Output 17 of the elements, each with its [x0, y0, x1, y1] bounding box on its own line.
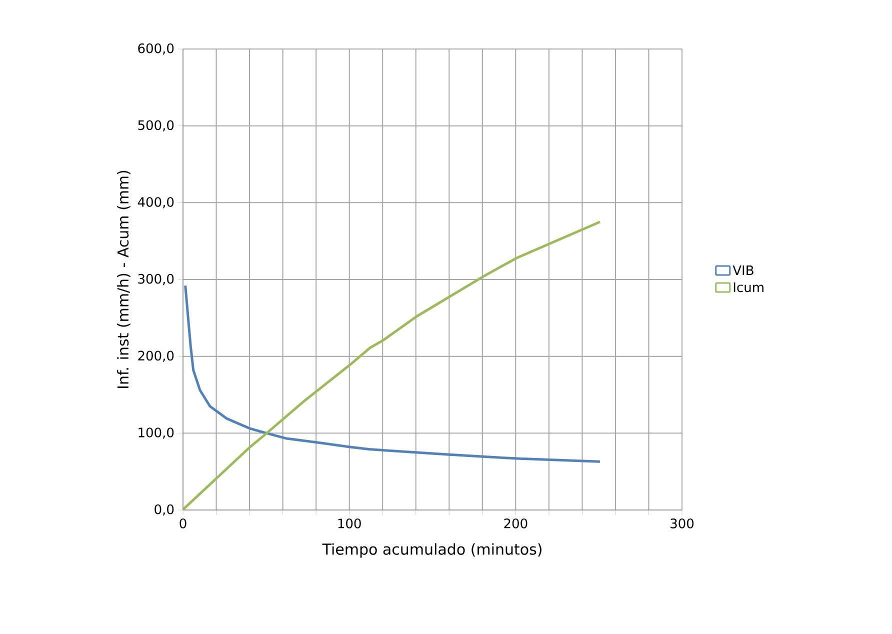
y-tick-label: 0,0 [154, 504, 174, 516]
line-series [184, 284, 602, 463]
y-tick-label: 500,0 [138, 120, 174, 132]
y-axis-title: Inf. inst (mm/h) - Acum (mm) [117, 170, 130, 388]
y-tick-label: 200,0 [138, 350, 174, 362]
y-tick-label: 400,0 [138, 197, 174, 208]
y-tick-label: 600,0 [138, 43, 174, 55]
x-tick-label: 300 [670, 518, 694, 528]
x-tick-label: 200 [504, 518, 528, 528]
legend-label: VIB [732, 266, 754, 275]
line-series [183, 220, 602, 510]
y-tick-label: 100,0 [138, 428, 174, 439]
legend-label: Icum [734, 282, 764, 292]
y-tick-label: 300,0 [138, 274, 174, 286]
x-tick-label: 0 [180, 518, 186, 528]
x-axis-title: Tiempo acumulado (minutos) [322, 543, 542, 558]
x-tick-label: 100 [338, 518, 361, 528]
